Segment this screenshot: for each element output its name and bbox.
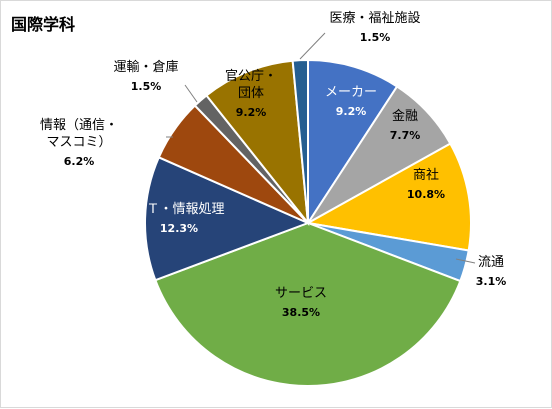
slice-category-label: 情報（通信・ <box>40 118 118 133</box>
slice-category-label: メーカー <box>325 85 377 100</box>
slice-label: メーカー 9.2% <box>325 85 377 118</box>
slice-label: 情報（通信・マスコミ） 6.2% <box>40 118 118 168</box>
slice-label: 金融 7.7% <box>390 108 421 142</box>
slice-category-label: 金融 <box>392 108 418 124</box>
slice-category-label: マスコミ） <box>46 135 111 150</box>
pie-slice <box>305 142 472 252</box>
pie-slice <box>144 156 311 282</box>
chart-title: 国際学科 <box>11 15 76 34</box>
slice-label: 商社 10.8% <box>407 167 445 201</box>
slice-value-label: 38.5% <box>282 306 320 319</box>
slice-category-label: 商社 <box>413 167 439 183</box>
slice-label: 流通 3.1% <box>476 255 507 288</box>
slice-value-label: 12.3% <box>160 222 198 235</box>
slice-category-label: 団体 <box>238 86 264 101</box>
leader-line <box>299 32 326 60</box>
slice-category-label: 医療・福祉施設 <box>329 10 420 26</box>
slice-value-label: 6.2% <box>64 155 95 168</box>
slice-value-label: 10.8% <box>407 188 445 201</box>
pie-slice <box>307 58 399 227</box>
slice-value-label: 3.1% <box>476 275 507 288</box>
leader-line <box>455 258 476 264</box>
slice-category-label: 官公庁・ <box>225 68 277 84</box>
slice-value-label: 1.5% <box>360 31 391 44</box>
slice-value-label: 9.2% <box>236 106 267 119</box>
slice-label: 官公庁・団体 9.2% <box>225 68 277 119</box>
leader-line <box>184 84 198 103</box>
pie-slice <box>154 221 462 387</box>
slice-category-label: 運輸・倉庫 <box>113 60 178 75</box>
slice-category-label: 流通 <box>478 255 504 270</box>
slice-label: サービス 38.5% <box>275 286 327 319</box>
pie-slice <box>291 58 309 224</box>
slice-value-label: 7.7% <box>390 129 421 142</box>
slice-value-label: 1.5% <box>131 80 162 93</box>
slice-label: 医療・福祉施設 1.5% <box>329 10 420 44</box>
slice-label: 運輸・倉庫 1.5% <box>113 60 178 93</box>
slice-category-label: ＩＴ・情報処理 <box>133 202 224 217</box>
slice-value-label: 9.2% <box>336 105 367 118</box>
slice-category-label: サービス <box>275 286 327 301</box>
pie-slice <box>205 59 310 227</box>
slice-label: ＩＴ・情報処理 12.3% <box>133 202 224 235</box>
